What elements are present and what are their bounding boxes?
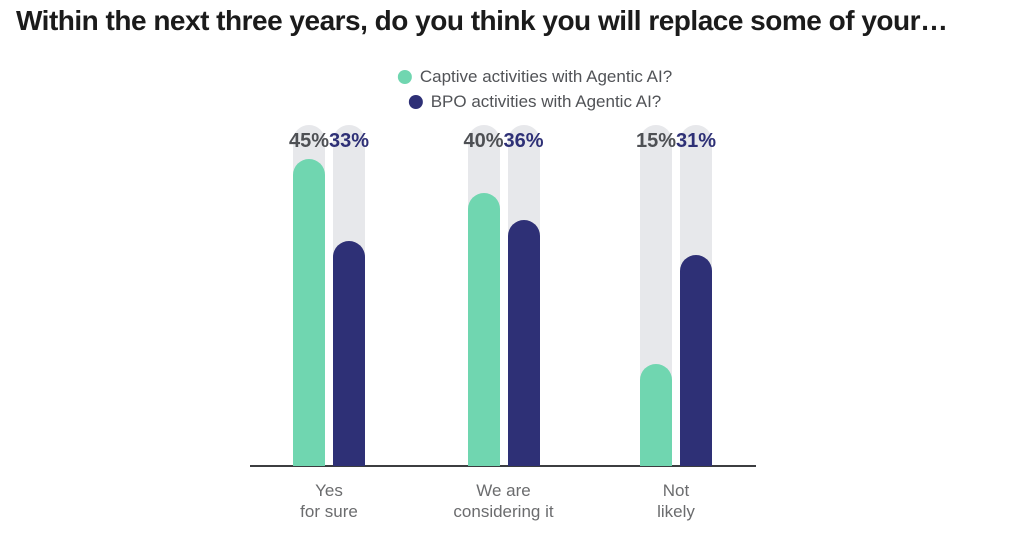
value-label-bpo-2: 31%	[675, 130, 717, 152]
legend-marker-bpo-icon	[408, 95, 423, 109]
legend-marker-captive-icon	[397, 70, 412, 84]
category-label-0: Yes for sure	[300, 481, 358, 521]
legend: Captive activities with Agentic AI? BPO a…	[397, 67, 673, 112]
value-label-bpo-1: 36%	[503, 130, 544, 152]
bar-fill-captive-0	[293, 159, 325, 466]
bar-fill-captive-2	[640, 364, 672, 466]
bar-fill-bpo-0	[333, 241, 365, 466]
value-label-bpo-0: 33%	[328, 130, 370, 152]
legend-label-bpo: BPO activities with Agentic AI?	[430, 92, 662, 111]
x-axis-line	[250, 465, 756, 467]
value-label-captive-1: 40%	[463, 130, 504, 152]
category-label-2: Not likely	[657, 481, 695, 521]
legend-item-bpo: BPO activities with Agentic AI?	[408, 92, 662, 112]
legend-label-captive: Captive activities with Agentic AI?	[419, 67, 673, 86]
bar-fill-bpo-2	[680, 255, 712, 466]
bar-fill-captive-1	[467, 193, 500, 466]
value-label-captive-2: 15%	[635, 130, 677, 152]
category-label-1: We are considering it	[453, 481, 554, 521]
value-label-captive-0: 45%	[288, 130, 330, 152]
bar-fill-bpo-1	[507, 220, 540, 466]
legend-item-captive: Captive activities with Agentic AI?	[397, 67, 673, 87]
chart-title: Within the next three years, do you thin…	[16, 5, 948, 36]
